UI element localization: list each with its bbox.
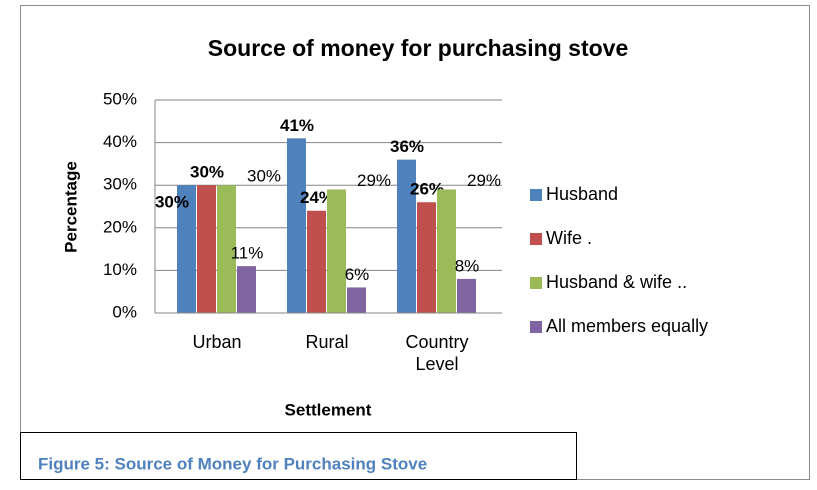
x-tick-label-box: Urban: [192, 332, 242, 352]
legend-label: Wife .: [546, 228, 592, 248]
data-label: 29%: [357, 171, 391, 190]
bar: [417, 202, 436, 313]
x-tick-label-box: Rural: [305, 332, 349, 352]
bar: [287, 138, 306, 313]
bar: [457, 278, 476, 313]
y-tick-label: 10%: [103, 260, 137, 279]
x-tick-label: Rural: [305, 332, 349, 352]
bar: [327, 189, 346, 313]
data-label: 41%: [280, 116, 314, 135]
bar: [397, 159, 416, 313]
bar: [177, 185, 196, 313]
legend-label: Husband & wife ..: [546, 272, 687, 292]
x-tick-label: Country Level: [405, 332, 469, 374]
x-tick-label: Urban: [192, 332, 242, 352]
data-label: 29%: [467, 171, 501, 190]
bar: [217, 185, 236, 313]
caption: Figure 5: Source of Money for Purchasing…: [38, 454, 427, 473]
data-label: 11%: [231, 244, 264, 263]
bar: [437, 189, 456, 313]
caption-box: [20, 432, 577, 480]
y-axis-title: Percentage: [61, 161, 80, 253]
bar: [237, 266, 256, 313]
legend-swatch: [530, 189, 542, 201]
data-label: 30%: [155, 193, 189, 212]
data-label: 26%: [410, 180, 444, 199]
y-tick-label: 50%: [103, 89, 137, 108]
bar: [307, 210, 326, 313]
y-tick-label: 30%: [103, 175, 137, 194]
x-tick-label-box: Country Level: [405, 332, 469, 374]
y-tick-label: 20%: [103, 217, 137, 236]
bar: [347, 287, 366, 313]
y-tick-label: 40%: [103, 132, 137, 151]
data-label: 24%: [300, 188, 334, 207]
legend-swatch: [530, 277, 542, 289]
x-axis-title: Settlement: [285, 400, 372, 419]
legend-label: Husband: [546, 184, 618, 204]
chart-title: Source of money for purchasing stove: [208, 35, 628, 61]
legend-swatch: [530, 321, 542, 333]
legend-swatch: [530, 233, 542, 245]
data-label: 30%: [190, 163, 224, 182]
data-label: 6%: [345, 265, 370, 284]
bar: [197, 185, 216, 313]
y-tick-label: 0%: [112, 302, 137, 321]
legend-label: All members equally: [546, 316, 708, 336]
data-label: 30%: [247, 167, 281, 186]
data-label: 36%: [390, 137, 424, 156]
data-label: 8%: [455, 256, 480, 275]
